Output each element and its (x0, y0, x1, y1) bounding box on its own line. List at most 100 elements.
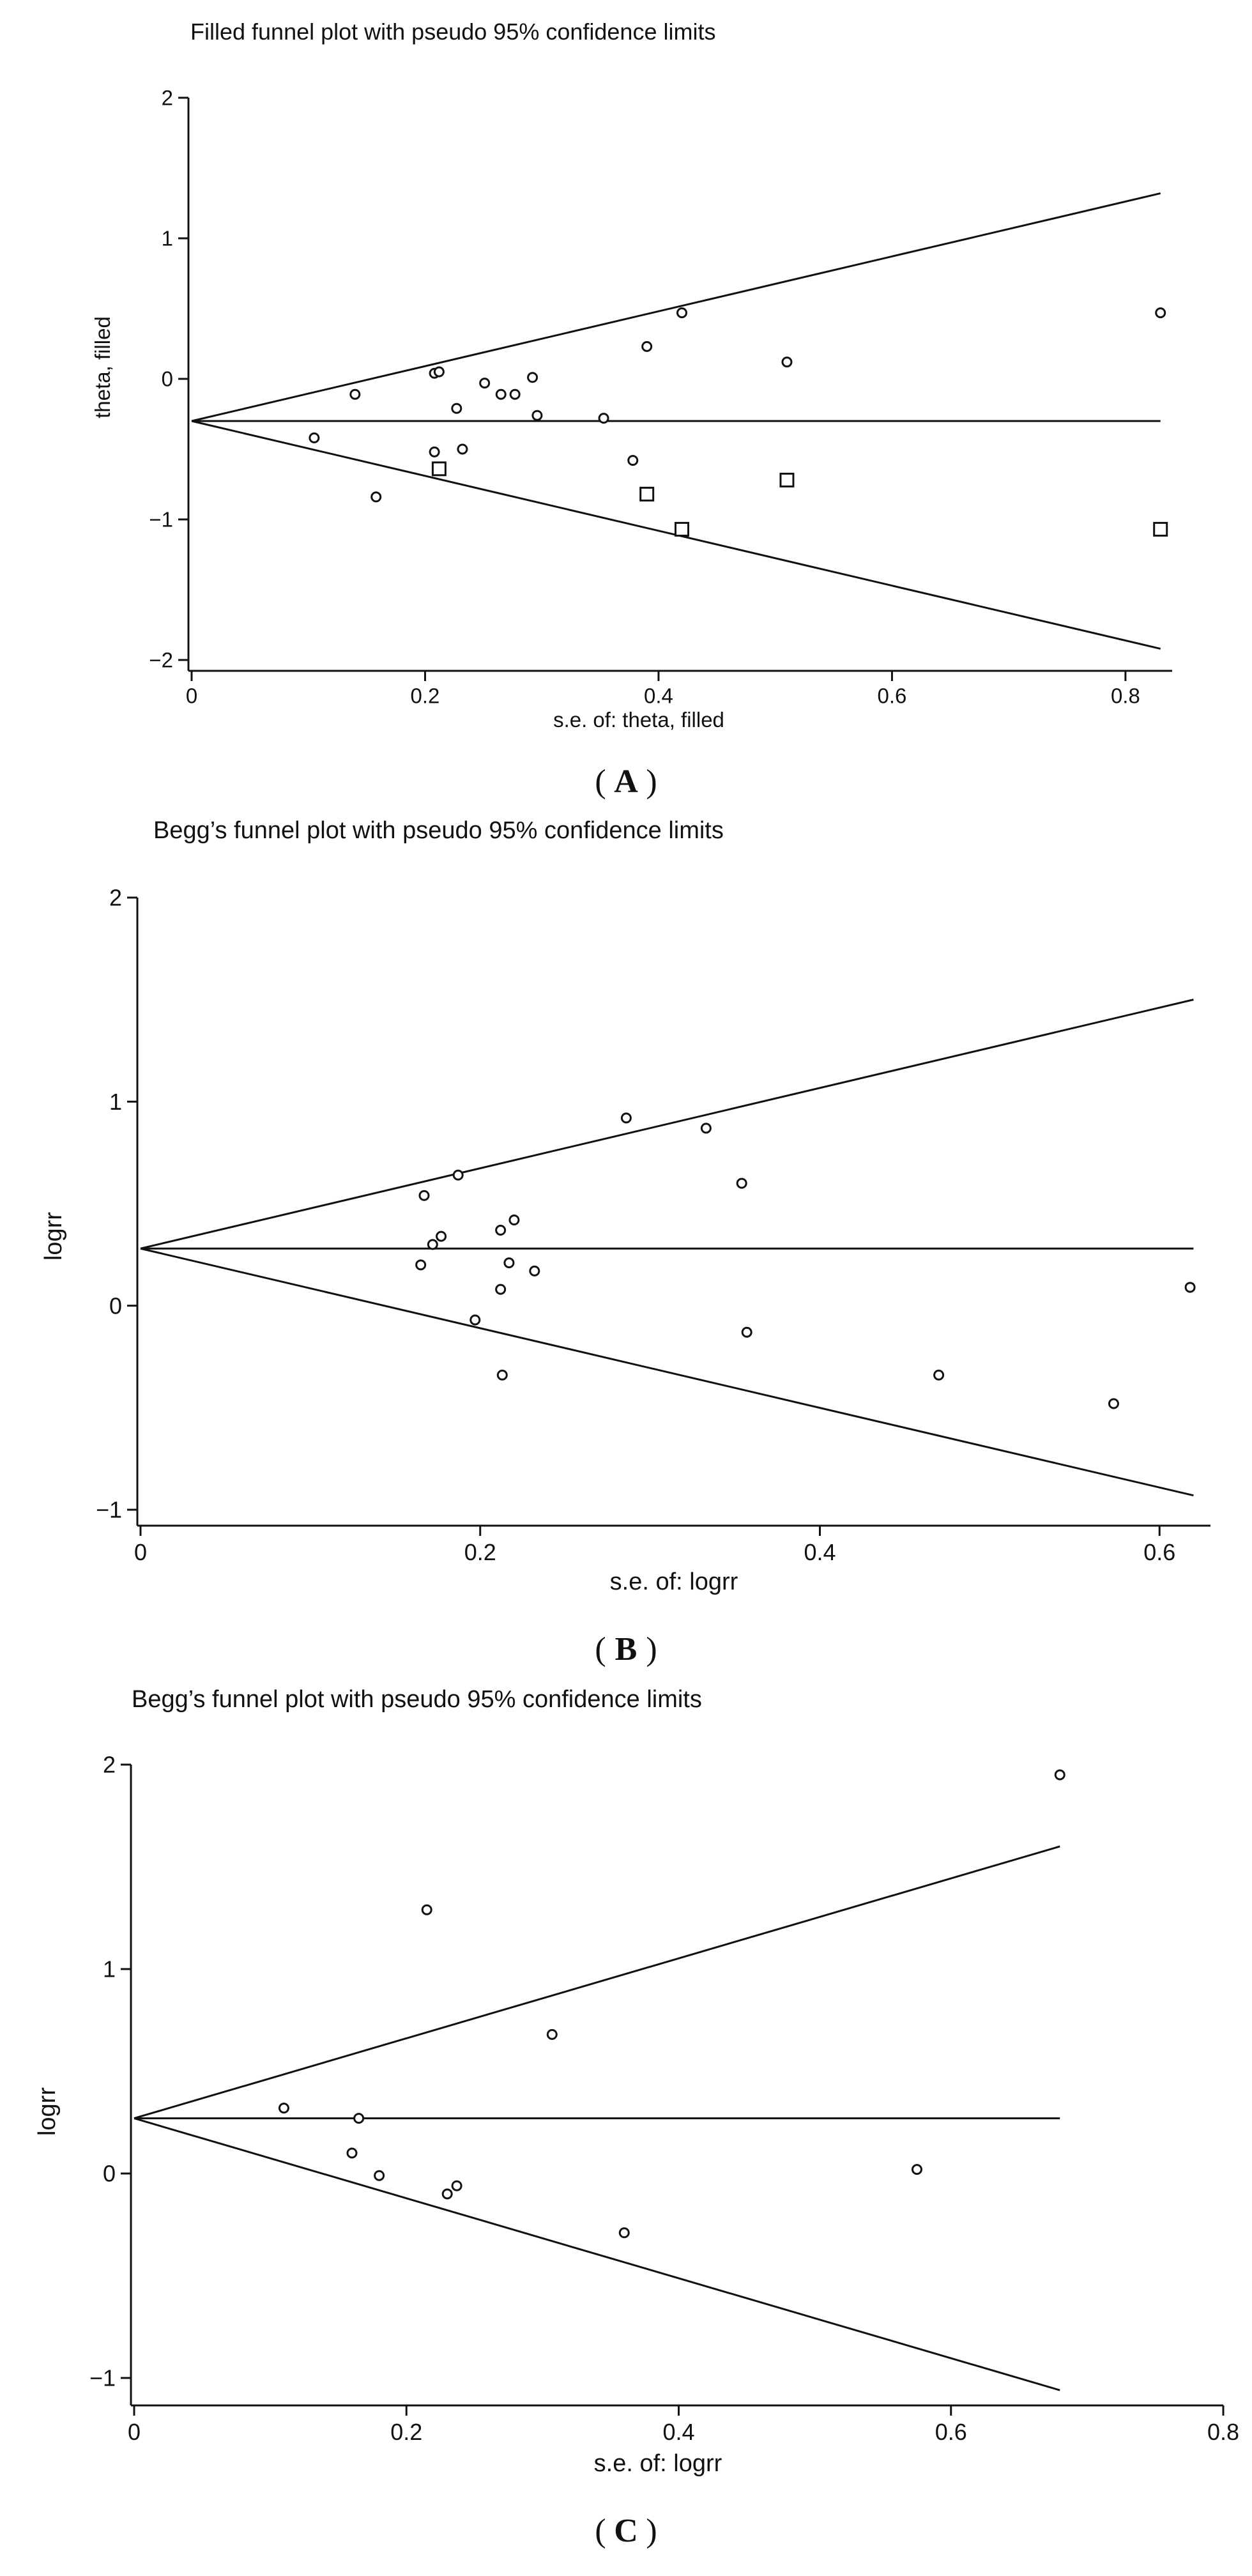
panel-b-label-paren-close: ) (646, 1631, 657, 1667)
panel-b-study-point (1184, 1282, 1196, 1293)
panel-c-study-point (618, 2227, 630, 2239)
panel-b-study-point (736, 1177, 747, 1189)
panel-b-y-tick-label: 0 (109, 1292, 122, 1319)
panel-b-study-point (933, 1369, 945, 1381)
panel-a-plot: −2 −1 0 1 2 0 0.2 0.4 0.6 0.8 (149, 86, 1172, 708)
panel-b-y-tick-label: 2 (109, 885, 122, 911)
panel-b-y-axis-label: logrr (40, 1212, 67, 1261)
panel-a-y-tick-label: −1 (149, 508, 173, 532)
panel-c-y-tick-label: 0 (103, 2161, 116, 2187)
panel-c-label-paren-open: ( (595, 2513, 606, 2549)
panel-b-x-tick-label: 0 (134, 1539, 147, 1565)
panel-a-study-point (531, 410, 543, 421)
panel-a-y-tick-label: 2 (162, 86, 173, 110)
panel-c-plot: −1 0 1 2 0 0.2 0.4 0.6 0.8 (89, 1752, 1239, 2445)
panel-a-study-point (1155, 307, 1166, 319)
panel-b-study-point (452, 1169, 464, 1181)
panel-a-x-tick-label: 0.4 (644, 684, 673, 708)
panel-b-label: B (615, 1631, 637, 1667)
panel-c-study-point (546, 2028, 558, 2040)
panel-b-y-tick-label: −1 (96, 1497, 122, 1523)
panel-b-study-point (496, 1369, 508, 1381)
panel-c-study-point (374, 2170, 385, 2181)
panel-a-x-tick-label: 0.8 (1111, 684, 1140, 708)
panel-c-study-point (353, 2113, 365, 2124)
panel-b-study-point (700, 1123, 712, 1134)
panel-b-study-point (470, 1314, 481, 1326)
panel-b-y-tick-label: 1 (109, 1089, 122, 1115)
panel-a-study-point (527, 372, 538, 383)
panel-a-study-point (429, 446, 440, 457)
panel-c-upper-confidence-limit (134, 1845, 1060, 2120)
panel-c-x-tick-label: 0 (128, 2419, 141, 2445)
panel-a-study-point (433, 366, 445, 378)
panel-c-y-tick-label: 1 (103, 1956, 116, 1982)
panel-c: Begg’s funnel plot with pseudo 95% confi… (34, 1686, 1239, 2549)
panel-a-filled-study-point (639, 486, 655, 502)
panel-a-title: Filled funnel plot with pseudo 95% confi… (190, 19, 715, 45)
panel-a-x-tick-label: 0.6 (877, 684, 906, 708)
panel-a-study-point (495, 388, 507, 400)
panel-c-title: Begg’s funnel plot with pseudo 95% confi… (132, 1686, 702, 1713)
panel-c-study-point (441, 2188, 453, 2200)
panel-a-y-axis-label: theta, filled (91, 316, 114, 418)
panel-a-study-point (457, 443, 468, 455)
panel-c-y-axis-label: logrr (34, 2087, 61, 2136)
panel-a-filled-study-point (431, 461, 447, 477)
panel-a-study-point (309, 432, 320, 443)
panel-a-x-axis-label: s.e. of: theta, filled (553, 708, 724, 732)
panel-b-x-tick-label: 0.4 (804, 1539, 836, 1565)
panel-b-label-paren-open: ( (595, 1631, 606, 1667)
panel-a-study-point (479, 378, 491, 389)
panel-b-study-point (495, 1284, 507, 1295)
panel-c-study-point (278, 2103, 289, 2114)
panel-b-study-point (415, 1259, 427, 1271)
panel-b-study-point (1108, 1398, 1119, 1409)
panel-b-title: Begg’s funnel plot with pseudo 95% confi… (153, 817, 724, 844)
panel-a-study-point (509, 388, 521, 400)
panel-a-study-point (781, 356, 793, 368)
panel-b-plot: −1 0 1 2 0 0.2 0.4 0.6 (96, 885, 1210, 1565)
panel-c-x-tick-label: 0.6 (935, 2419, 967, 2445)
panel-b-study-point (436, 1230, 447, 1242)
panel-c-study-point (346, 2147, 358, 2159)
panel-c-x-tick-label: 0.2 (390, 2419, 422, 2445)
panel-a: Filled funnel plot with pseudo 95% confi… (91, 19, 1172, 800)
panel-a-label-paren-open: ( (595, 763, 606, 800)
panel-a-x-tick-label: 0.2 (411, 684, 440, 708)
panel-b-study-point (741, 1326, 752, 1338)
panel-b-study-point (529, 1265, 540, 1276)
panel-a-y-tick-label: 0 (162, 367, 173, 391)
panel-a-filled-study-point (779, 472, 795, 487)
panel-a-y-tick-label: −2 (149, 648, 173, 672)
panel-a-upper-confidence-limit (191, 192, 1161, 422)
panel-a-study-point (598, 413, 609, 424)
panel-c-y-tick-label: 2 (103, 1752, 116, 1778)
panel-c-label-paren-close: ) (646, 2513, 657, 2549)
panel-c-x-tick-label: 0.4 (662, 2419, 694, 2445)
panel-b-lower-confidence-limit (140, 1247, 1194, 1497)
panel-c-x-tick-label: 0.8 (1207, 2419, 1239, 2445)
panel-a-label: A (614, 763, 638, 800)
panel-b-upper-confidence-limit (140, 999, 1194, 1250)
panel-b-study-point (418, 1190, 430, 1201)
panel-a-label-paren-close: ) (646, 763, 657, 800)
panel-a-study-point (370, 491, 382, 503)
panel-b-study-point (427, 1239, 438, 1250)
panel-b-study-point (495, 1225, 507, 1236)
panel-b: Begg’s funnel plot with pseudo 95% confi… (40, 817, 1210, 1667)
panel-b-x-tick-label: 0.2 (464, 1539, 496, 1565)
panel-a-filled-study-point (1153, 521, 1168, 537)
panel-c-x-axis-label: s.e. of: logrr (594, 2450, 722, 2477)
panel-b-study-point (620, 1112, 632, 1124)
panel-c-study-point (911, 2164, 922, 2175)
panel-a-study-point (349, 388, 361, 400)
panel-a-study-point (451, 402, 462, 414)
panel-c-study-point (1054, 1769, 1065, 1781)
panel-b-x-tick-label: 0.6 (1143, 1539, 1175, 1565)
panel-a-y-tick-label: 1 (162, 227, 173, 250)
panel-c-lower-confidence-limit (134, 2117, 1060, 2391)
panel-c-y-tick-label: −1 (89, 2365, 116, 2391)
panel-c-label: C (614, 2513, 638, 2549)
